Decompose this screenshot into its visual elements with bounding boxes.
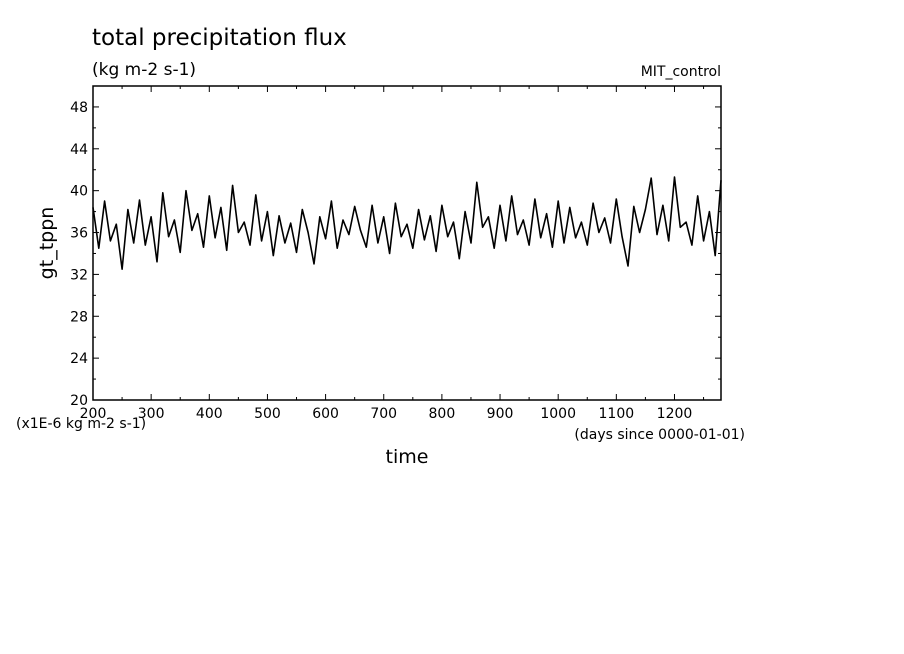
x-units-note: (days since 0000-01-01): [574, 427, 745, 443]
x-tick-label: 1200: [657, 406, 693, 422]
y-axis-label: gt_tppn: [36, 207, 58, 280]
plot-area: 20 24 28 32 36 40 44 48 200 300 400 500 600 700 800 90…: [70, 85, 722, 422]
y-tick-label: 44: [70, 142, 88, 158]
y-ticks: 20 24 28 32 36 40 44 48: [70, 100, 721, 409]
x-tick-label: 1100: [599, 406, 635, 422]
x-tick-label: 400: [196, 406, 223, 422]
y-tick-label: 36: [70, 226, 88, 242]
chart-title: total precipitation flux: [92, 25, 347, 51]
series-line-gt-tppn: [92, 176, 722, 270]
x-tick-label: 900: [487, 406, 514, 422]
dataset-label: MIT_control: [641, 64, 721, 80]
plot-frame: [92, 85, 722, 401]
y-tick-label: 24: [70, 351, 88, 367]
y-tick-label: 20: [70, 393, 88, 409]
x-tick-label: 500: [254, 406, 281, 422]
x-ticks: 200 300 400 500 600 700 800 900 1000 1100 1200: [80, 86, 705, 422]
x-tick-label: 1000: [540, 406, 576, 422]
x-tick-label: 300: [138, 406, 165, 422]
y-tick-label: 32: [70, 267, 88, 283]
y-tick-label: 28: [70, 309, 88, 325]
x-axis-label: time: [386, 446, 429, 468]
chart-units: (kg m-2 s-1): [92, 60, 196, 80]
y-scale-note: (x1E-6 kg m-2 s-1): [16, 416, 146, 432]
y-tick-label: 48: [70, 100, 88, 116]
y-tick-label: 40: [70, 184, 88, 200]
x-tick-label: 600: [312, 406, 339, 422]
x-tick-label: 700: [370, 406, 397, 422]
x-tick-label: 800: [429, 406, 456, 422]
x-tick-label: 200: [80, 406, 107, 422]
